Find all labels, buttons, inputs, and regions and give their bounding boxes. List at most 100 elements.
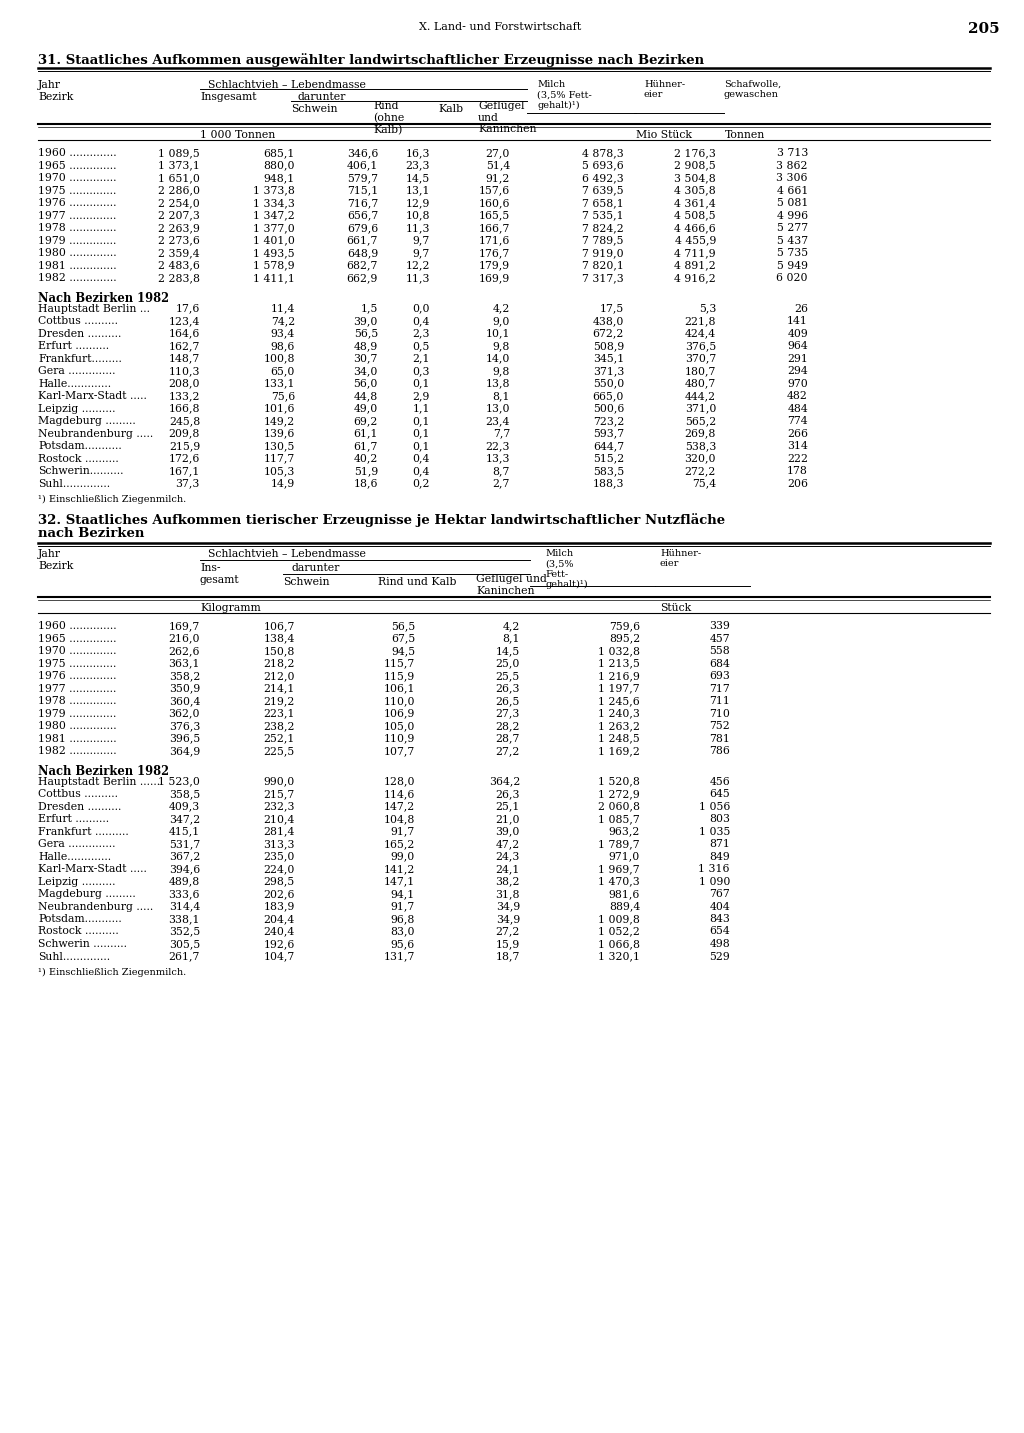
Text: 4 916,2: 4 916,2 <box>674 274 716 282</box>
Text: 1978 ..............: 1978 .............. <box>38 696 117 706</box>
Text: 110,9: 110,9 <box>384 734 415 744</box>
Text: 61,7: 61,7 <box>353 441 378 451</box>
Text: 104,7: 104,7 <box>264 952 295 962</box>
Text: 1 085,7: 1 085,7 <box>598 814 640 824</box>
Text: 1975 ..............: 1975 .............. <box>38 659 117 669</box>
Text: 133,2: 133,2 <box>169 391 200 401</box>
Text: 3 713: 3 713 <box>776 148 808 158</box>
Text: 56,5: 56,5 <box>391 620 415 631</box>
Text: 215,9: 215,9 <box>169 441 200 451</box>
Text: 313,3: 313,3 <box>263 838 295 848</box>
Text: 106,9: 106,9 <box>384 708 415 718</box>
Text: 889,4: 889,4 <box>608 901 640 911</box>
Text: 350,9: 350,9 <box>169 684 200 694</box>
Text: 1 090: 1 090 <box>698 877 730 887</box>
Text: 8,1: 8,1 <box>493 391 510 401</box>
Text: 4 711,9: 4 711,9 <box>675 248 716 258</box>
Text: 25,0: 25,0 <box>496 659 520 669</box>
Text: 1 373,8: 1 373,8 <box>253 185 295 195</box>
Text: 583,5: 583,5 <box>593 466 624 476</box>
Text: 169,9: 169,9 <box>479 274 510 282</box>
Text: 32. Staatliches Aufkommen tierischer Erzeugnisse je Hektar landwirtschaftlicher : 32. Staatliches Aufkommen tierischer Erz… <box>38 513 725 527</box>
Text: 948,1: 948,1 <box>264 173 295 183</box>
Text: 91,7: 91,7 <box>391 901 415 911</box>
Text: Nach Bezirken 1982: Nach Bezirken 1982 <box>38 764 169 778</box>
Text: 8,1: 8,1 <box>503 633 520 643</box>
Text: Nach Bezirken 1982: Nach Bezirken 1982 <box>38 291 169 304</box>
Text: 679,6: 679,6 <box>347 224 378 234</box>
Text: 4,2: 4,2 <box>493 304 510 314</box>
Text: 221,8: 221,8 <box>684 317 716 325</box>
Text: 100,8: 100,8 <box>263 354 295 364</box>
Text: 210,4: 210,4 <box>263 814 295 824</box>
Text: 5 693,6: 5 693,6 <box>583 160 624 171</box>
Text: 849: 849 <box>710 851 730 861</box>
Text: 165,2: 165,2 <box>384 838 415 848</box>
Text: 291: 291 <box>787 354 808 364</box>
Text: 970: 970 <box>787 378 808 388</box>
Text: 15,9: 15,9 <box>496 939 520 949</box>
Text: 0,4: 0,4 <box>413 453 430 463</box>
Text: Rostock ..........: Rostock .......... <box>38 927 119 937</box>
Text: 65,0: 65,0 <box>270 365 295 375</box>
Text: 2 359,4: 2 359,4 <box>159 248 200 258</box>
Text: 245,8: 245,8 <box>169 416 200 426</box>
Text: 5 277: 5 277 <box>777 224 808 234</box>
Text: 4,2: 4,2 <box>503 620 520 631</box>
Text: 376,5: 376,5 <box>685 341 716 351</box>
Text: 1 066,8: 1 066,8 <box>598 939 640 949</box>
Text: 5,3: 5,3 <box>698 304 716 314</box>
Text: 12,2: 12,2 <box>406 261 430 271</box>
Text: 215,7: 215,7 <box>264 790 295 800</box>
Text: 83,0: 83,0 <box>390 927 415 937</box>
Text: 717: 717 <box>710 684 730 694</box>
Text: 4 361,4: 4 361,4 <box>674 198 716 208</box>
Text: Cottbus ..........: Cottbus .......... <box>38 790 118 800</box>
Text: 1970 ..............: 1970 .............. <box>38 173 117 183</box>
Text: 415,1: 415,1 <box>169 827 200 837</box>
Text: 8,7: 8,7 <box>493 466 510 476</box>
Text: 204,4: 204,4 <box>264 914 295 924</box>
Text: 34,9: 34,9 <box>496 901 520 911</box>
Text: 352,5: 352,5 <box>169 927 200 937</box>
Text: 1976 ..............: 1976 .............. <box>38 671 117 681</box>
Text: 482: 482 <box>787 391 808 401</box>
Text: 26,3: 26,3 <box>496 684 520 694</box>
Text: 1 216,9: 1 216,9 <box>598 671 640 681</box>
Text: 538,3: 538,3 <box>685 441 716 451</box>
Text: 333,6: 333,6 <box>169 888 200 898</box>
Text: 314: 314 <box>787 441 808 451</box>
Text: 11,3: 11,3 <box>406 224 430 234</box>
Text: 26: 26 <box>794 304 808 314</box>
Text: 7 820,1: 7 820,1 <box>582 261 624 271</box>
Text: 1960 ..............: 1960 .............. <box>38 620 117 631</box>
Text: 1980 ..............: 1980 .............. <box>38 248 117 258</box>
Text: 4 891,2: 4 891,2 <box>674 261 716 271</box>
Text: 164,6: 164,6 <box>169 328 200 338</box>
Text: 672,2: 672,2 <box>593 328 624 338</box>
Text: 149,2: 149,2 <box>264 416 295 426</box>
Text: 1 320,1: 1 320,1 <box>598 952 640 962</box>
Text: 107,7: 107,7 <box>384 747 415 757</box>
Text: 17,5: 17,5 <box>600 304 624 314</box>
Text: 457: 457 <box>710 633 730 643</box>
Text: 661,7: 661,7 <box>347 235 378 245</box>
Text: 128,0: 128,0 <box>384 777 415 787</box>
Text: 133,1: 133,1 <box>263 378 295 388</box>
Text: 0,1: 0,1 <box>413 416 430 426</box>
Text: Jahr
Bezirk: Jahr Bezirk <box>38 80 74 102</box>
Text: 39,0: 39,0 <box>496 827 520 837</box>
Text: 172,6: 172,6 <box>169 453 200 463</box>
Text: 0,3: 0,3 <box>413 365 430 375</box>
Text: Leipzig ..........: Leipzig .......... <box>38 877 116 887</box>
Text: 2 207,3: 2 207,3 <box>158 211 200 221</box>
Text: 94,1: 94,1 <box>391 888 415 898</box>
Text: 565,2: 565,2 <box>685 416 716 426</box>
Text: 1 245,6: 1 245,6 <box>598 696 640 706</box>
Text: 75,4: 75,4 <box>692 479 716 489</box>
Text: 963,2: 963,2 <box>608 827 640 837</box>
Text: 1 470,3: 1 470,3 <box>598 877 640 887</box>
Text: 1975 ..............: 1975 .............. <box>38 185 117 195</box>
Text: 880,0: 880,0 <box>263 160 295 171</box>
Text: 10,1: 10,1 <box>485 328 510 338</box>
